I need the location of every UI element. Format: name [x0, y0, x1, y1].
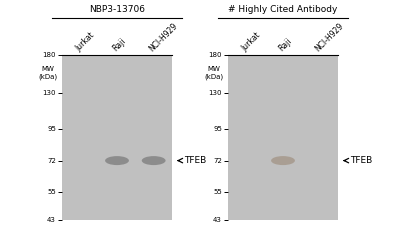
- Text: NBP3-13706: NBP3-13706: [89, 5, 145, 14]
- Text: 72: 72: [47, 158, 56, 164]
- Bar: [62, 55, 172, 220]
- Text: Jurkat: Jurkat: [240, 31, 262, 53]
- Text: 55: 55: [213, 189, 222, 195]
- Text: 95: 95: [47, 126, 56, 132]
- Text: 180: 180: [42, 52, 56, 58]
- Ellipse shape: [271, 156, 295, 165]
- Text: 43: 43: [213, 217, 222, 223]
- Text: Raji: Raji: [277, 36, 293, 53]
- Text: 130: 130: [208, 90, 222, 95]
- Bar: [228, 55, 338, 220]
- Text: Jurkat: Jurkat: [74, 31, 96, 53]
- Text: NCI-H929: NCI-H929: [147, 21, 179, 53]
- Text: 95: 95: [213, 126, 222, 132]
- Text: 55: 55: [47, 189, 56, 195]
- Ellipse shape: [105, 156, 129, 165]
- Text: MW
(kDa): MW (kDa): [38, 66, 58, 80]
- Ellipse shape: [142, 156, 166, 165]
- Text: Raji: Raji: [111, 36, 127, 53]
- Text: 43: 43: [47, 217, 56, 223]
- Text: MW
(kDa): MW (kDa): [204, 66, 224, 80]
- Text: 180: 180: [208, 52, 222, 58]
- Text: # Highly Cited Antibody: # Highly Cited Antibody: [228, 5, 338, 14]
- Text: TFEB: TFEB: [184, 156, 206, 165]
- Text: 72: 72: [213, 158, 222, 164]
- Text: NCI-H929: NCI-H929: [313, 21, 345, 53]
- Text: 130: 130: [42, 90, 56, 95]
- Text: TFEB: TFEB: [350, 156, 372, 165]
